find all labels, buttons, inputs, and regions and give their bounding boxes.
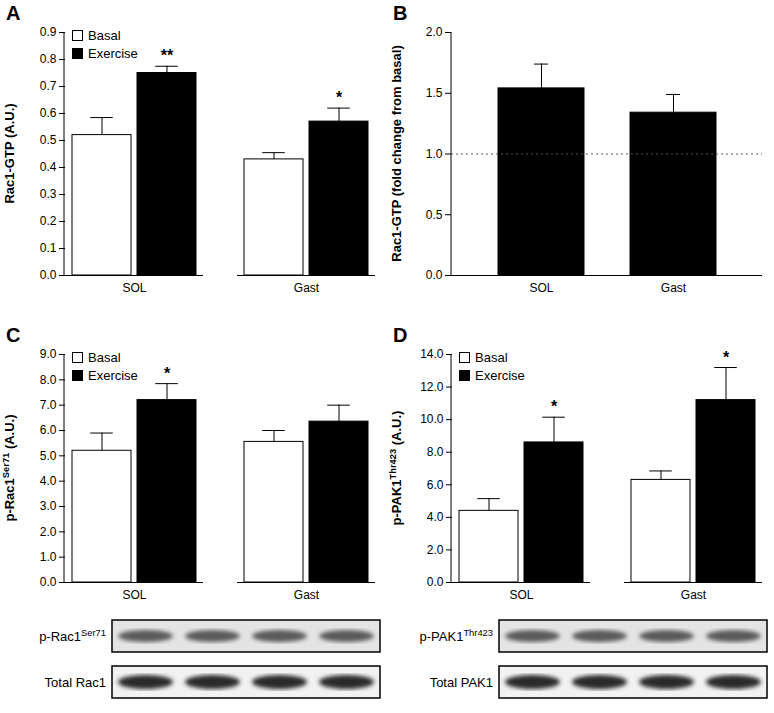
svg-text:12.0: 12.0 bbox=[420, 380, 444, 394]
svg-text:SOL: SOL bbox=[529, 281, 553, 295]
svg-text:p-Rac1Ser71: p-Rac1Ser71 bbox=[39, 628, 106, 644]
html-text:Basal: Basal bbox=[475, 350, 508, 365]
svg-text:8.0: 8.0 bbox=[427, 445, 444, 459]
svg-text:0.6: 0.6 bbox=[40, 106, 57, 120]
svg-text:6.0: 6.0 bbox=[427, 478, 444, 492]
svg-text:1.5: 1.5 bbox=[426, 86, 443, 100]
svg-text:0.5: 0.5 bbox=[426, 208, 443, 222]
svg-text:4.0: 4.0 bbox=[427, 510, 444, 524]
svg-text:**: ** bbox=[161, 47, 174, 64]
svg-text:Gast: Gast bbox=[294, 281, 320, 295]
svg-text:SOL: SOL bbox=[122, 281, 146, 295]
svg-text:7.0: 7.0 bbox=[40, 398, 57, 412]
svg-text:0.0: 0.0 bbox=[427, 575, 444, 589]
svg-text:Rac1-GTP (fold change from bas: Rac1-GTP (fold change from basal) bbox=[389, 45, 404, 261]
svg-text:*: * bbox=[164, 365, 171, 382]
svg-text:p-PAK1Thr423 (A.U.): p-PAK1Thr423 (A.U.) bbox=[388, 411, 404, 526]
svg-text:0.7: 0.7 bbox=[40, 79, 57, 93]
svg-text:Total Rac1: Total Rac1 bbox=[45, 675, 106, 690]
svg-text:6.0: 6.0 bbox=[40, 423, 57, 437]
svg-text:3.0: 3.0 bbox=[40, 499, 57, 513]
html-text:Basal: Basal bbox=[88, 350, 121, 365]
svg-text:0.3: 0.3 bbox=[40, 187, 57, 201]
svg-text:10.0: 10.0 bbox=[420, 412, 444, 426]
svg-text:Rac1-GTP (A.U.): Rac1-GTP (A.U.) bbox=[2, 103, 17, 203]
html-text:A: A bbox=[6, 2, 21, 24]
svg-text:0.0: 0.0 bbox=[40, 575, 57, 589]
svg-text:Total PAK1: Total PAK1 bbox=[430, 675, 493, 690]
svg-text:Gast: Gast bbox=[681, 588, 707, 602]
svg-text:2.0: 2.0 bbox=[426, 25, 443, 39]
html-text:Exercise: Exercise bbox=[88, 46, 138, 61]
svg-text:0.4: 0.4 bbox=[40, 160, 57, 174]
svg-text:Gast: Gast bbox=[294, 588, 320, 602]
html-text:Exercise: Exercise bbox=[88, 368, 138, 383]
svg-text:8.0: 8.0 bbox=[40, 373, 57, 387]
svg-text:1.0: 1.0 bbox=[426, 147, 443, 161]
html-text:Exercise: Exercise bbox=[475, 368, 525, 383]
svg-text:p-PAK1Thr423: p-PAK1Thr423 bbox=[420, 628, 493, 644]
svg-text:0.8: 0.8 bbox=[40, 52, 57, 66]
svg-text:SOL: SOL bbox=[122, 588, 146, 602]
svg-text:0.1: 0.1 bbox=[40, 241, 57, 255]
html-text:C: C bbox=[6, 324, 21, 346]
svg-text:9.0: 9.0 bbox=[40, 347, 57, 361]
svg-text:0.0: 0.0 bbox=[426, 268, 443, 282]
svg-text:0.0: 0.0 bbox=[40, 268, 57, 282]
svg-text:14.0: 14.0 bbox=[420, 347, 444, 361]
svg-text:SOL: SOL bbox=[509, 588, 533, 602]
svg-text:2.0: 2.0 bbox=[427, 543, 444, 557]
html-text:Basal: Basal bbox=[88, 28, 121, 43]
svg-text:*: * bbox=[723, 349, 730, 366]
svg-text:*: * bbox=[551, 398, 558, 415]
svg-text:*: * bbox=[336, 89, 343, 106]
svg-text:0.9: 0.9 bbox=[40, 25, 57, 39]
svg-text:0.2: 0.2 bbox=[40, 214, 57, 228]
svg-text:5.0: 5.0 bbox=[40, 449, 57, 463]
svg-text:Gast: Gast bbox=[661, 281, 687, 295]
svg-text:4.0: 4.0 bbox=[40, 474, 57, 488]
svg-text:2.0: 2.0 bbox=[40, 525, 57, 539]
svg-text:p-Rac1Ser71 (A.U.): p-Rac1Ser71 (A.U.) bbox=[1, 414, 17, 521]
html-text:D: D bbox=[393, 324, 408, 346]
html-text:B: B bbox=[393, 2, 408, 24]
svg-text:1.0: 1.0 bbox=[40, 550, 57, 564]
svg-text:0.5: 0.5 bbox=[40, 133, 57, 147]
